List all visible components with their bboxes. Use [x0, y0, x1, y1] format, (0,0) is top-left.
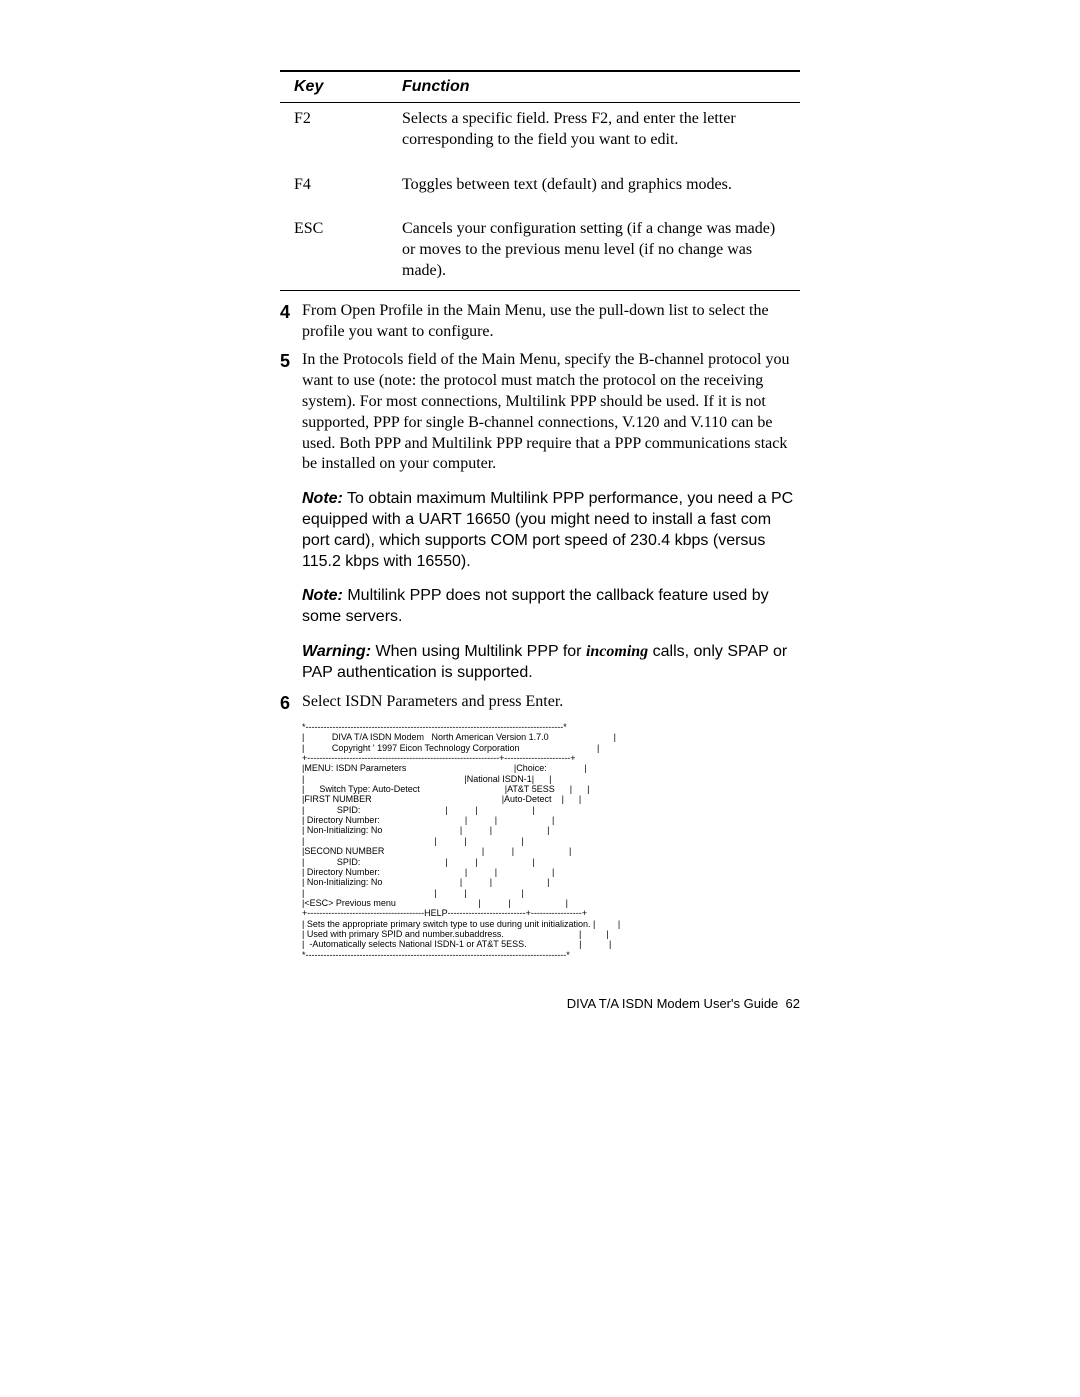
step-6: 6 Select ISDN Parameters and press Enter…: [280, 692, 800, 715]
note-text: To obtain maximum Multilink PPP performa…: [302, 490, 793, 569]
step-text: In the Protocols field of the Main Menu,…: [302, 350, 800, 475]
step-5: 5 In the Protocols field of the Main Men…: [280, 350, 800, 683]
warning-em: incoming: [586, 643, 648, 660]
func-cell: Cancels your configuration setting (if a…: [388, 213, 800, 290]
document-page: Key Function F2 Selects a specific field…: [0, 0, 1080, 1051]
step-body: From Open Profile in the Main Menu, use …: [302, 301, 800, 343]
note-label: Note:: [302, 490, 343, 507]
step-number: 4: [280, 301, 302, 343]
warning-label: Warning:: [302, 643, 371, 660]
table-row: F2 Selects a specific field. Press F2, a…: [280, 103, 800, 169]
step-number: 6: [280, 692, 302, 715]
func-cell: Toggles between text (default) and graph…: [388, 169, 800, 214]
col-header-key: Key: [280, 71, 388, 103]
note-label: Note:: [302, 587, 343, 604]
key-function-table: Key Function F2 Selects a specific field…: [280, 70, 800, 291]
note-paragraph: Note: Multilink PPP does not support the…: [302, 586, 800, 628]
note-text: Multilink PPP does not support the callb…: [302, 587, 769, 625]
func-cell: Selects a specific field. Press F2, and …: [388, 103, 800, 169]
table-row: F4 Toggles between text (default) and gr…: [280, 169, 800, 214]
col-header-function: Function: [388, 71, 800, 103]
page-footer: DIVA T/A ISDN Modem User's Guide 62: [280, 996, 800, 1011]
terminal-screenshot: *---------------------------------------…: [302, 722, 800, 960]
step-text: From Open Profile in the Main Menu, use …: [302, 301, 800, 343]
table-row: ESC Cancels your configuration setting (…: [280, 213, 800, 290]
footer-page-number: 62: [786, 996, 800, 1011]
step-body: Select ISDN Parameters and press Enter.: [302, 692, 563, 715]
key-cell: ESC: [280, 213, 388, 290]
note-paragraph: Note: To obtain maximum Multilink PPP pe…: [302, 489, 800, 572]
step-number: 5: [280, 350, 302, 683]
key-cell: F4: [280, 169, 388, 214]
step-4: 4 From Open Profile in the Main Menu, us…: [280, 301, 800, 343]
warning-paragraph: Warning: When using Multilink PPP for in…: [302, 642, 800, 684]
key-cell: F2: [280, 103, 388, 169]
step-text: Select ISDN Parameters and press Enter.: [302, 692, 563, 713]
warning-text-pre: When using Multilink PPP for: [371, 643, 586, 660]
step-body: In the Protocols field of the Main Menu,…: [302, 350, 800, 683]
footer-title: DIVA T/A ISDN Modem User's Guide: [567, 996, 779, 1011]
